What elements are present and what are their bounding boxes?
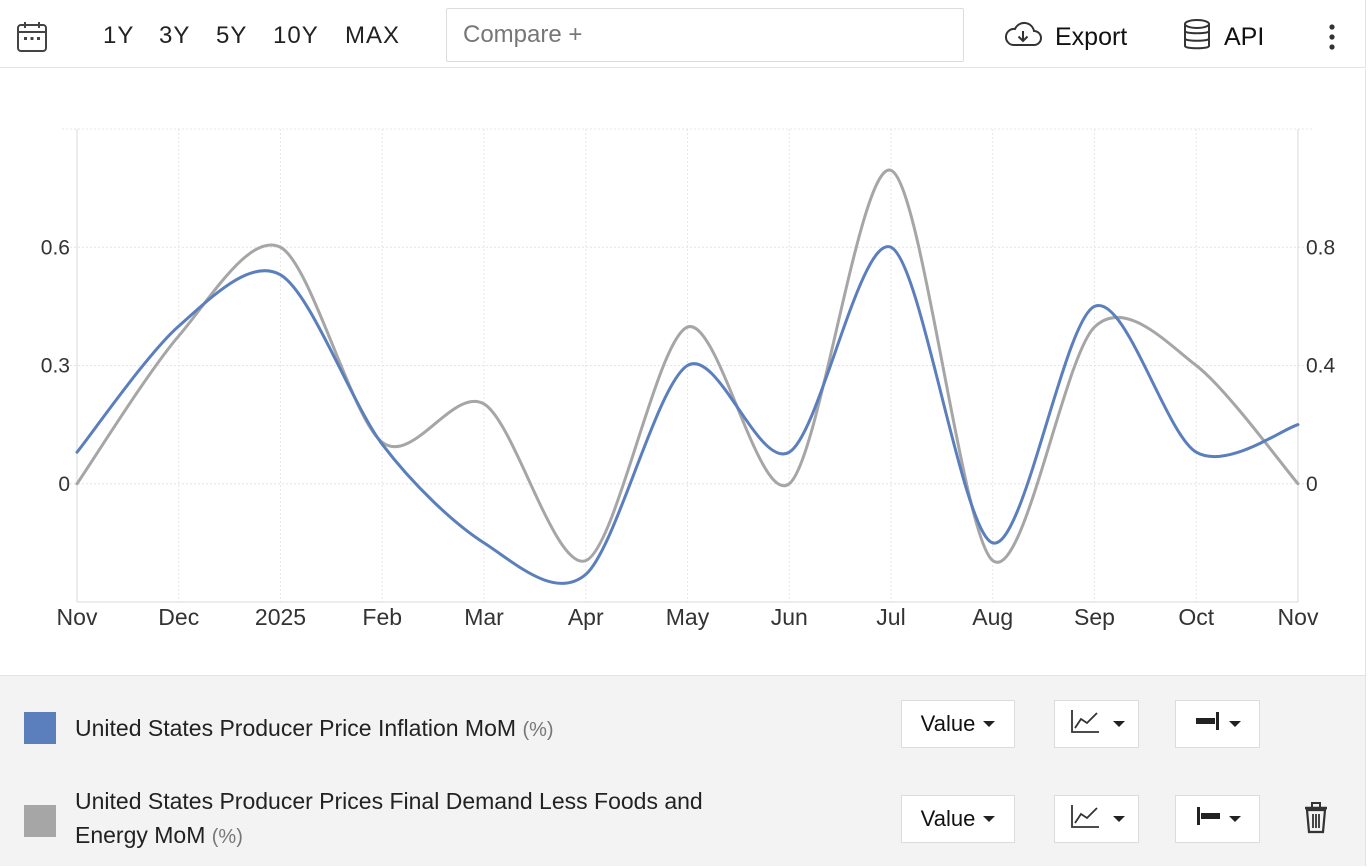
tick-labels: 0 0.3 0.6 0 0.4 0.8 Nov Dec 2025 Feb Mar Apr May Jun J… <box>41 236 1336 630</box>
x-tick-label: Apr <box>568 604 604 630</box>
x-tick-label: Jun <box>771 604 808 630</box>
legend-row-ppi-mom: United States Producer Price Inflation M… <box>0 676 1366 771</box>
x-tick-label: 2025 <box>255 604 306 630</box>
axis-right-icon <box>1195 710 1221 738</box>
chart-toolbar: 1Y 3Y 5Y 10Y MAX Export API <box>0 0 1366 68</box>
x-tick-label: Feb <box>362 604 402 630</box>
x-tick-label: Sep <box>1074 604 1115 630</box>
series-line-core-ppi-mom <box>75 168 1300 564</box>
x-tick-label: Nov <box>57 604 98 630</box>
x-tick-label: Mar <box>464 604 504 630</box>
x-tick-label: Oct <box>1178 604 1214 630</box>
chart-area: 0 0.3 0.6 0 0.4 0.8 Nov Dec 2025 Feb Mar Apr May Jun J… <box>0 69 1366 675</box>
range-max-button[interactable]: MAX <box>345 22 401 49</box>
legend-series-unit: (%) <box>522 719 554 741</box>
series-layer <box>75 168 1300 585</box>
compare-input[interactable] <box>447 9 963 61</box>
legend-series-label: United States Producer Price Inflation M… <box>75 715 517 741</box>
range-5y-button[interactable]: 5Y <box>216 22 248 49</box>
axis-left-icon <box>1195 805 1221 833</box>
compare-box <box>446 8 964 62</box>
caret-down-icon <box>983 721 996 727</box>
calendar-icon[interactable] <box>16 20 48 54</box>
caret-down-icon <box>1112 816 1125 822</box>
legend-series-name: United States Producer Prices Final Dema… <box>75 784 775 854</box>
y-tick-label-left: 0.6 <box>41 236 70 259</box>
x-tick-label: May <box>666 604 710 630</box>
y-tick-label-right: 0 <box>1306 473 1318 496</box>
legend-row-core-ppi-mom: United States Producer Prices Final Dema… <box>0 771 1366 867</box>
value-dropdown-label: Value <box>920 711 976 736</box>
value-dropdown[interactable]: Value <box>901 700 1015 748</box>
cloud-download-icon <box>1003 20 1043 55</box>
axes <box>76 129 1299 603</box>
trash-icon[interactable] <box>1302 801 1330 835</box>
series-color-swatch[interactable] <box>24 712 56 744</box>
export-label: Export <box>1055 22 1128 51</box>
x-tick-label: Jul <box>876 604 905 630</box>
export-button[interactable]: Export <box>1003 18 1127 56</box>
caret-down-icon <box>1228 721 1241 727</box>
series-color-swatch[interactable] <box>24 805 56 837</box>
caret-down-icon <box>1228 816 1241 822</box>
line-chart-icon <box>1069 802 1101 836</box>
chart-type-dropdown[interactable] <box>1054 795 1139 843</box>
line-chart-icon <box>1069 707 1101 741</box>
range-10y-button[interactable]: 10Y <box>273 22 319 49</box>
line-chart: 0 0.3 0.6 0 0.4 0.8 Nov Dec 2025 Feb Mar Apr May Jun J… <box>41 128 1336 630</box>
caret-down-icon <box>1112 721 1125 727</box>
database-icon <box>1182 18 1212 57</box>
legend-series-label: United States Producer Prices Final Dema… <box>75 788 703 848</box>
y-tick-label-left: 0 <box>58 473 70 496</box>
legend-series-name: United States Producer Price Inflation M… <box>75 711 554 747</box>
value-dropdown-label: Value <box>920 806 976 831</box>
range-3y-button[interactable]: 3Y <box>159 22 191 49</box>
series-line-ppi-mom <box>75 245 1300 585</box>
y-tick-label-right: 0.8 <box>1306 236 1335 259</box>
legend-series-unit: (%) <box>211 826 243 848</box>
chart-type-dropdown[interactable] <box>1054 700 1139 748</box>
x-tick-label: Nov <box>1278 604 1319 630</box>
caret-down-icon <box>983 816 996 822</box>
more-vertical-icon[interactable] <box>1318 22 1346 52</box>
x-tick-label: Aug <box>972 604 1013 630</box>
range-1y-button[interactable]: 1Y <box>103 22 135 49</box>
axis-dropdown[interactable] <box>1175 700 1260 748</box>
api-button[interactable]: API <box>1182 18 1264 56</box>
y-tick-label-left: 0.3 <box>41 355 70 378</box>
series-legend-panel: United States Producer Price Inflation M… <box>0 675 1366 866</box>
y-tick-label-right: 0.4 <box>1306 355 1336 378</box>
axis-dropdown[interactable] <box>1175 795 1260 843</box>
x-tick-label: Dec <box>158 604 199 630</box>
api-label: API <box>1224 22 1265 51</box>
value-dropdown[interactable]: Value <box>901 795 1015 843</box>
